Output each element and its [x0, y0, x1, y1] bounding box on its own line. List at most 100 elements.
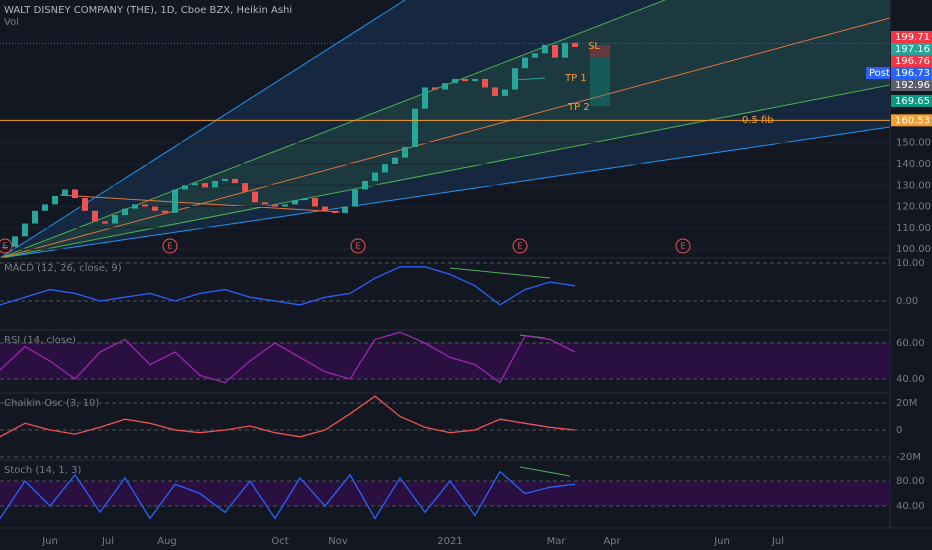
candle [472, 78, 478, 82]
candle [292, 200, 298, 205]
indicator-line [0, 266, 576, 306]
price-label: 199.71 [895, 32, 930, 43]
price-label-bg [891, 114, 932, 127]
candle [152, 206, 158, 211]
candle [2, 246, 8, 248]
x-tick-label: Jul [101, 536, 114, 547]
candle [312, 198, 318, 207]
y-tick-label: 0 [896, 425, 902, 436]
candle [532, 53, 538, 58]
candle [82, 198, 88, 211]
stop-zone [590, 45, 610, 58]
candle [402, 146, 408, 158]
candle [502, 89, 508, 96]
divergence [514, 77, 546, 81]
candle [172, 189, 178, 213]
fan-line [0, 0, 666, 259]
price-label-bg [891, 42, 932, 55]
y-tick-label: 60.00 [896, 338, 925, 349]
candle [112, 215, 118, 224]
candle [42, 204, 48, 211]
post-badge-bg [866, 66, 890, 79]
tp1-label: TP 1 [564, 73, 587, 84]
indicator-band [0, 342, 890, 379]
y-tick-label: 100.00 [896, 244, 931, 255]
earnings-marker [0, 238, 13, 254]
price-label-bg [891, 78, 932, 91]
x-tick-label: Mar [547, 536, 567, 547]
candle [452, 78, 458, 84]
symbol-title: WALT DISNEY COMPANY (THE), 1D, Cboe BZX,… [4, 5, 292, 16]
candle [522, 57, 528, 69]
candle [392, 157, 398, 164]
candle [482, 78, 488, 88]
fan-line [0, 84, 891, 259]
candle [282, 204, 288, 207]
candle [272, 204, 278, 207]
y-tick-label: 120.00 [896, 202, 931, 213]
price-label: 196.73 [895, 68, 930, 79]
x-tick-label: Oct [271, 536, 288, 547]
x-tick-label: Jun [713, 536, 730, 547]
candle [132, 204, 138, 209]
indicator-line [0, 470, 576, 520]
candle [442, 83, 448, 90]
sl-label: SL [588, 41, 600, 52]
earnings-label: E [680, 242, 685, 251]
candle [262, 202, 268, 205]
candle [412, 108, 418, 147]
y-tick-label: 140.00 [896, 159, 931, 170]
price-label-bg [891, 94, 932, 107]
indicator-line [0, 331, 576, 384]
indicator-title: Chaikin Osc (3, 10) [4, 398, 99, 409]
candle [422, 87, 428, 109]
candle [492, 87, 498, 96]
candle [382, 163, 388, 173]
candle [432, 87, 438, 90]
candle [372, 172, 378, 182]
earnings-label: E [167, 242, 172, 251]
x-tick-label: Jun [41, 536, 58, 547]
candle [552, 44, 558, 58]
candle [142, 204, 148, 207]
fan-outer [0, 0, 890, 258]
x-tick-label: Apr [603, 536, 621, 547]
candle [512, 68, 518, 90]
y-tick-label: 20M [896, 398, 917, 409]
x-tick-label: Nov [328, 536, 348, 547]
earnings-marker [675, 238, 691, 254]
tp2-label: TP 2 [567, 102, 590, 113]
indicator-title: RSI (14, close) [4, 335, 76, 346]
candle [22, 223, 28, 237]
y-tick-label: 150.00 [896, 138, 931, 149]
earnings-label: E [517, 242, 522, 251]
candle [12, 236, 18, 247]
candle [342, 206, 348, 213]
candle [462, 78, 468, 82]
candle [562, 42, 568, 58]
x-tick-label: Jul [771, 536, 784, 547]
earnings-marker [162, 238, 178, 254]
y-tick-label: 40.00 [896, 501, 925, 512]
y-tick-label: 0.00 [896, 296, 918, 307]
price-label-bg [891, 54, 932, 67]
price-label: 197.16 [895, 44, 930, 55]
earnings-marker [350, 238, 366, 254]
candle [252, 191, 258, 203]
y-tick-label: 80.00 [896, 476, 925, 487]
trend-line [59, 194, 341, 213]
target-zone [590, 58, 610, 106]
earnings-label: E [2, 242, 7, 251]
x-tick-label: 2021 [437, 536, 462, 547]
candle [192, 183, 198, 186]
candle [202, 183, 208, 188]
y-tick-label: 10.00 [896, 258, 925, 269]
indicator-title: MACD (12, 26, close, 9) [4, 263, 122, 274]
volume-label: Vol [4, 17, 19, 28]
post-badge: Post [869, 68, 890, 79]
candle [92, 210, 98, 222]
price-label: 169.65 [895, 96, 930, 107]
candle [52, 195, 58, 205]
